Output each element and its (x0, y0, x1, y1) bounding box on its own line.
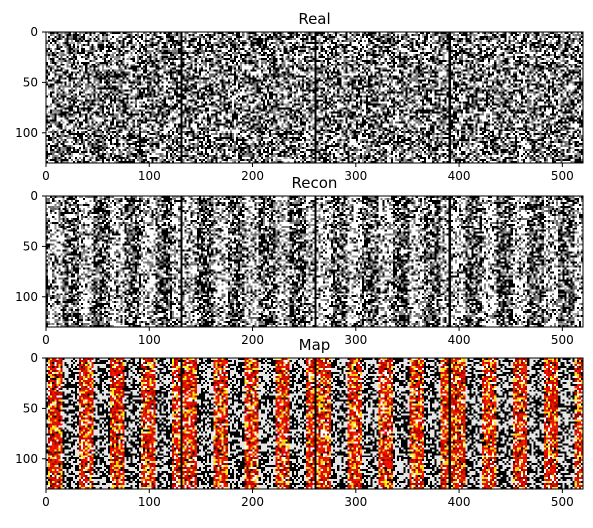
axes-frame (45, 31, 584, 164)
x-tick-label: 500 (551, 495, 574, 509)
x-tick-label: 100 (138, 169, 161, 183)
y-tick-label: 50 (23, 239, 38, 253)
y-tick-label: 50 (23, 401, 38, 415)
y-tick-label: 0 (30, 351, 38, 365)
panel-title: Map (299, 336, 331, 354)
heatmap-image-real (46, 32, 583, 163)
panel-map: Map 0 100 200 300 400 500 0 50 100 (15, 336, 584, 509)
panel-title: Real (298, 10, 330, 28)
x-tick-label: 100 (138, 495, 161, 509)
y-tick-label: 0 (30, 189, 38, 203)
x-tick-label: 0 (42, 495, 50, 509)
y-tick-label: 100 (15, 290, 38, 304)
x-tick-label: 400 (448, 333, 471, 347)
x-tick-label: 0 (42, 333, 50, 347)
panel-real: Real 0 100 200 300 400 500 0 50 100 (15, 10, 584, 183)
y-tick-label: 100 (15, 126, 38, 140)
axes-frame (45, 195, 584, 328)
x-tick-label: 300 (344, 169, 367, 183)
heatmap-image-map (46, 358, 583, 489)
x-tick-label: 200 (241, 169, 264, 183)
x-tick-label: 500 (551, 333, 574, 347)
x-tick-label: 200 (241, 333, 264, 347)
x-tick-label: 100 (138, 333, 161, 347)
x-tick-label: 300 (344, 333, 367, 347)
x-tick-label: 400 (448, 495, 471, 509)
panel-title: Recon (292, 174, 338, 192)
x-tick-label: 400 (448, 169, 471, 183)
y-tick-label: 50 (23, 75, 38, 89)
axes-frame (45, 357, 584, 490)
x-tick-label: 500 (551, 169, 574, 183)
panel-recon: Recon 0 100 200 300 400 500 0 50 100 (15, 174, 584, 347)
y-tick-label: 100 (15, 452, 38, 466)
x-tick-label: 200 (241, 495, 264, 509)
x-tick-label: 300 (344, 495, 367, 509)
x-tick-label: 0 (42, 169, 50, 183)
heatmap-image-recon (46, 196, 583, 327)
y-tick-label: 0 (30, 25, 38, 39)
